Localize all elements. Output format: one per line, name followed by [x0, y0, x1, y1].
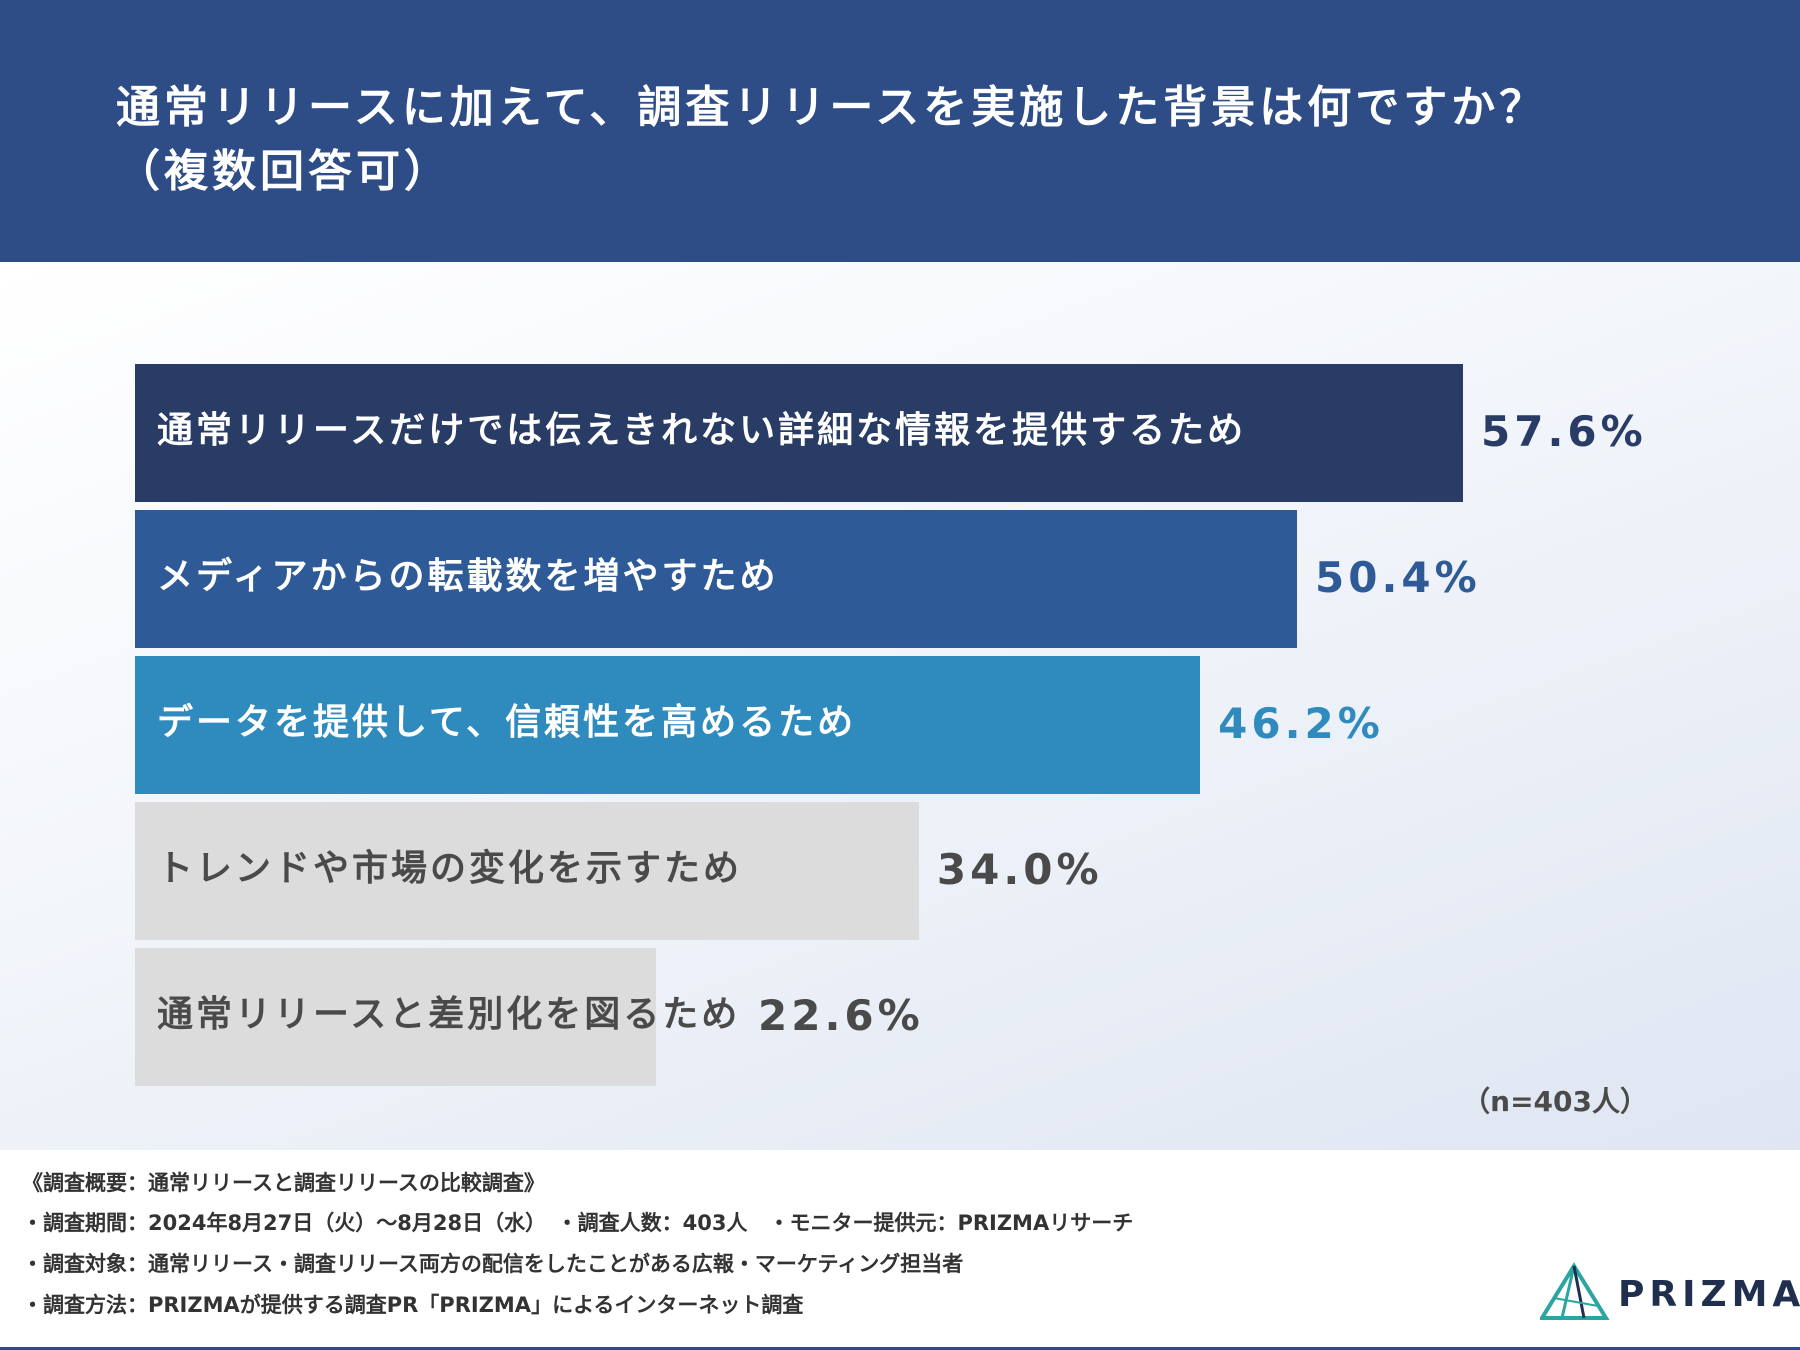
chart-title: 通常リリースに加えて、調査リリースを実施した背景は何ですか？ （複数回答可）	[116, 76, 1736, 204]
value-label-3: 46.2%	[1218, 699, 1384, 748]
survey-target: ・調査対象：通常リリース・調査リリース両方の配信をしたことがある広報・マーケティ…	[22, 1252, 964, 1276]
bar-4	[135, 802, 919, 940]
survey-method: ・調査方法：PRIZMAが提供する調査PR「PRIZMA」によるインターネット調…	[22, 1293, 804, 1317]
value-label-4: 34.0%	[936, 845, 1103, 894]
chart-title-line2: （複数回答可）	[116, 146, 452, 197]
prism-icon	[1538, 1262, 1610, 1320]
bar-3	[135, 656, 1201, 794]
bar-label-2: メディアからの転載数を増やすため	[157, 556, 779, 597]
survey-overview: 《調査概要：通常リリースと調査リリースの比較調査》	[22, 1171, 545, 1195]
plot-area: 通常リリースだけでは伝えきれない詳細な情報を提供するため 57.6% メディアからの…	[0, 262, 1800, 1150]
bar-5	[135, 948, 657, 1086]
value-label-1: 57.6%	[1481, 407, 1647, 456]
bar-label-5: 通常リリースと差別化を図るため	[157, 994, 741, 1035]
bar-2	[135, 510, 1297, 648]
bar-label-3: データを提供して、信頼性を高めるため	[157, 702, 857, 743]
value-label-2: 50.4%	[1315, 553, 1481, 602]
bar-label-4: トレンドや市場の変化を示すため	[157, 848, 743, 889]
bar-1	[135, 364, 1463, 502]
bar-label-1: 通常リリースだけでは伝えきれない詳細な情報を提供するため	[157, 410, 1247, 451]
prizma-logo: PRIZMA	[1538, 1262, 1800, 1322]
sample-size-note: （n=403人）	[1462, 1085, 1648, 1118]
bar-chart: 通常リリースだけでは伝えきれない詳細な情報を提供するため 57.6% メディアからの…	[0, 262, 1800, 1150]
value-label-5: 22.6%	[758, 991, 924, 1040]
survey-period: ・調査期間：2024年8月27日（火）～8月28日（水） ・調査人数：403人 …	[22, 1211, 1134, 1235]
header-banner: 通常リリースに加えて、調査リリースを実施した背景は何ですか？ （複数回答可）	[0, 0, 1800, 262]
footer-divider	[0, 1347, 1800, 1350]
survey-footer: 《調査概要：通常リリースと調査リリースの比較調査》 ・調査期間：2024年8月2…	[0, 1150, 1800, 1350]
prizma-logo-text: PRIZMA	[1618, 1274, 1800, 1315]
chart-title-line1: 通常リリースに加えて、調査リリースを実施した背景は何ですか？	[116, 82, 1548, 133]
